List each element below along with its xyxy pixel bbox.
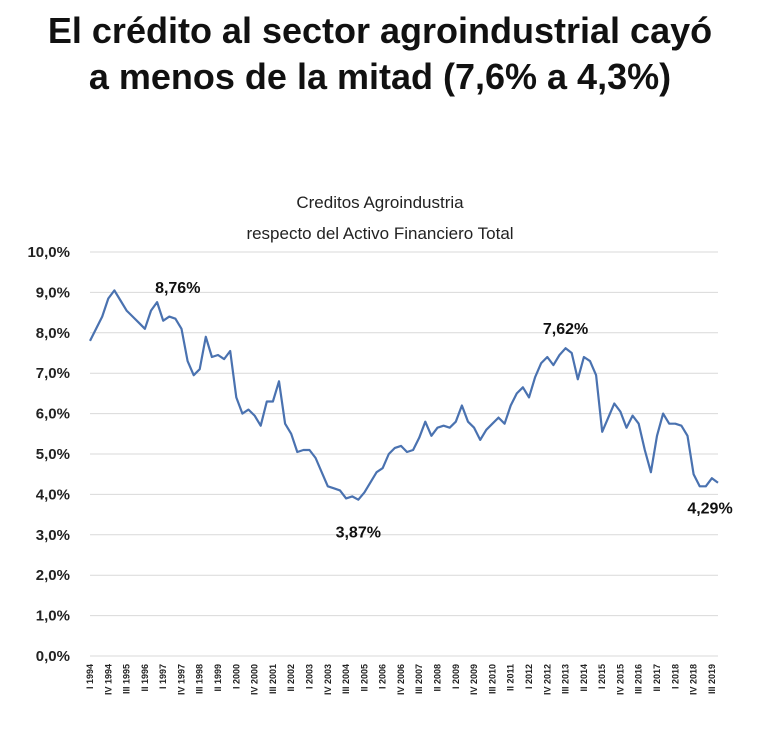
x-tick-label: I 1997 [158, 664, 168, 689]
x-tick-label: IV 2015 [615, 664, 625, 695]
data-label: 3,87% [336, 525, 381, 542]
x-tick-label: III 2001 [268, 664, 278, 694]
x-tick-label: I 2012 [524, 664, 534, 689]
y-tick-label: 7,0% [36, 365, 70, 382]
x-tick-text: III 2007 [414, 664, 424, 694]
x-tick-label: IV 2006 [396, 664, 406, 695]
x-tick-label: I 2018 [670, 664, 680, 689]
x-tick-text: I 2009 [451, 664, 461, 689]
x-tick-text: IV 2003 [323, 664, 333, 695]
x-tick-label: II 2014 [579, 664, 589, 692]
x-tick-text: I 2018 [670, 664, 680, 689]
x-tick-label: IV 1997 [176, 664, 186, 695]
y-tick-label: 1,0% [36, 608, 70, 625]
x-tick-text: IV 2000 [250, 664, 260, 695]
y-tick-label: 0,0% [36, 648, 70, 665]
x-tick-text: III 2019 [707, 664, 717, 694]
y-tick-label: 9,0% [36, 284, 70, 301]
x-tick-text: III 2001 [268, 664, 278, 694]
x-tick-text: I 2012 [524, 664, 534, 689]
x-tick-label: III 2004 [341, 664, 351, 694]
x-tick-label: II 1999 [213, 664, 223, 692]
x-tick-text: IV 1994 [103, 664, 113, 695]
x-tick-text: III 2016 [634, 664, 644, 694]
x-tick-label: IV 1994 [103, 664, 113, 695]
x-tick-label: III 1998 [195, 664, 205, 694]
x-tick-text: IV 2012 [542, 664, 552, 695]
x-tick-label: III 2013 [561, 664, 571, 694]
x-tick-text: IV 2018 [689, 664, 699, 695]
y-tick-label: 6,0% [36, 406, 70, 423]
x-tick-text: I 1997 [158, 664, 168, 689]
data-label: 7,62% [543, 321, 588, 338]
series-line [89, 289, 719, 501]
x-tick-label: II 2005 [359, 664, 369, 692]
x-tick-text: III 2004 [341, 664, 351, 694]
x-tick-label: I 2003 [304, 664, 314, 689]
x-tick-label: IV 2009 [469, 664, 479, 695]
x-tick-text: I 1994 [85, 664, 95, 689]
x-tick-label: IV 2003 [323, 664, 333, 695]
x-tick-text: IV 2015 [615, 664, 625, 695]
x-tick-label: III 2010 [487, 664, 497, 694]
x-tick-label: III 1995 [122, 664, 132, 694]
x-tick-label: I 2000 [231, 664, 241, 689]
x-tick-text: IV 2009 [469, 664, 479, 695]
x-tick-text: III 1998 [195, 664, 205, 694]
data-label: 8,76% [155, 280, 200, 297]
y-tick-label: 5,0% [36, 446, 70, 463]
x-tick-label: I 2015 [597, 664, 607, 689]
x-tick-text: I 2000 [231, 664, 241, 689]
x-tick-label: III 2019 [707, 664, 717, 694]
y-tick-label: 4,0% [36, 486, 70, 503]
x-tick-text: III 1995 [122, 664, 132, 694]
x-tick-text: II 2005 [359, 664, 369, 692]
chart-title-line-2: respecto del Activo Financiero Total [246, 224, 513, 243]
x-tick-text: II 2008 [433, 664, 443, 692]
x-tick-text: II 2002 [286, 664, 296, 692]
headline-line-2: a menos de la mitad (7,6% a 4,3%) [88, 56, 672, 97]
x-tick-label: I 1994 [85, 664, 95, 689]
x-tick-text: II 2011 [506, 664, 516, 691]
data-label: 4,29% [687, 501, 732, 518]
x-tick-label: IV 2018 [689, 664, 699, 695]
x-tick-text: II 2014 [579, 664, 589, 692]
x-tick-label: I 2009 [451, 664, 461, 689]
x-tick-text: I 2006 [378, 664, 388, 689]
x-tick-text: I 2015 [597, 664, 607, 689]
x-tick-text: III 2010 [487, 664, 497, 694]
x-tick-label: IV 2000 [250, 664, 260, 695]
x-tick-label: I 2006 [378, 664, 388, 689]
y-tick-label: 3,0% [36, 527, 70, 544]
x-tick-text: IV 1997 [176, 664, 186, 695]
y-tick-label: 2,0% [36, 567, 70, 584]
x-tick-text: III 2013 [561, 664, 571, 694]
x-tick-text: II 2017 [652, 664, 662, 692]
headline-line-1: El crédito al sector agroindustrial cayó [47, 10, 713, 51]
y-tick-label: 10,0% [27, 244, 70, 261]
x-tick-label: II 2008 [433, 664, 443, 692]
x-tick-label: II 2011 [506, 664, 516, 691]
x-tick-label: III 2007 [414, 664, 424, 694]
chart-title-line-1: Creditos Agroindustria [296, 193, 464, 212]
x-tick-label: IV 2012 [542, 664, 552, 695]
x-tick-label: III 2016 [634, 664, 644, 694]
x-tick-label: II 2017 [652, 664, 662, 692]
x-tick-text: II 1996 [140, 664, 150, 692]
x-tick-label: II 1996 [140, 664, 150, 692]
x-tick-label: II 2002 [286, 664, 296, 692]
headline: El crédito al sector agroindustrial cayó… [0, 8, 760, 100]
x-tick-text: IV 2006 [396, 664, 406, 695]
x-tick-text: II 1999 [213, 664, 223, 692]
x-tick-text: I 2003 [304, 664, 314, 689]
y-tick-label: 8,0% [36, 325, 70, 342]
